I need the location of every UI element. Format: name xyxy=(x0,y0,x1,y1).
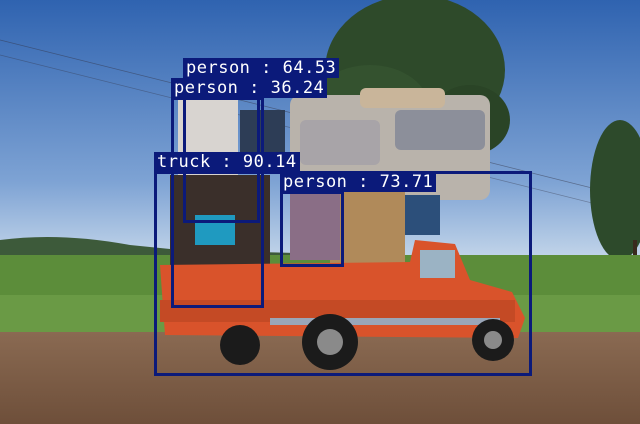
detection-label-person-2: person : 36.24 xyxy=(171,78,328,98)
detection-label-truck: truck : 90.14 xyxy=(154,152,300,172)
detection-box-person-2 xyxy=(171,97,264,308)
detection-label-person-3: person : 73.71 xyxy=(280,172,437,192)
detection-label-person-1: person : 64.53 xyxy=(183,58,340,78)
detection-box-person-3 xyxy=(280,191,344,267)
